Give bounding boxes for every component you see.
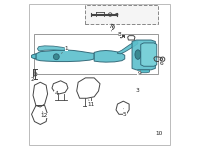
Circle shape <box>110 26 113 28</box>
Text: 8: 8 <box>118 32 122 39</box>
Text: 10: 10 <box>155 131 163 136</box>
Bar <box>34 34 158 74</box>
Bar <box>85 5 158 24</box>
Text: 1: 1 <box>61 46 68 54</box>
FancyBboxPatch shape <box>29 4 170 145</box>
Polygon shape <box>37 46 68 51</box>
Polygon shape <box>138 70 150 73</box>
Text: 7: 7 <box>108 24 112 31</box>
Text: 2: 2 <box>30 75 34 82</box>
Text: 9: 9 <box>137 71 141 76</box>
Text: 6: 6 <box>159 59 163 66</box>
Polygon shape <box>36 50 94 62</box>
Text: 12: 12 <box>40 111 48 118</box>
Polygon shape <box>132 40 155 70</box>
Polygon shape <box>117 41 138 54</box>
Polygon shape <box>94 50 125 62</box>
Ellipse shape <box>135 50 141 59</box>
Text: 5: 5 <box>123 108 127 117</box>
Text: 4: 4 <box>54 91 58 96</box>
Text: 11: 11 <box>88 100 95 107</box>
Text: 3: 3 <box>136 88 140 93</box>
Polygon shape <box>141 43 157 66</box>
Polygon shape <box>32 54 36 59</box>
Circle shape <box>53 54 59 60</box>
